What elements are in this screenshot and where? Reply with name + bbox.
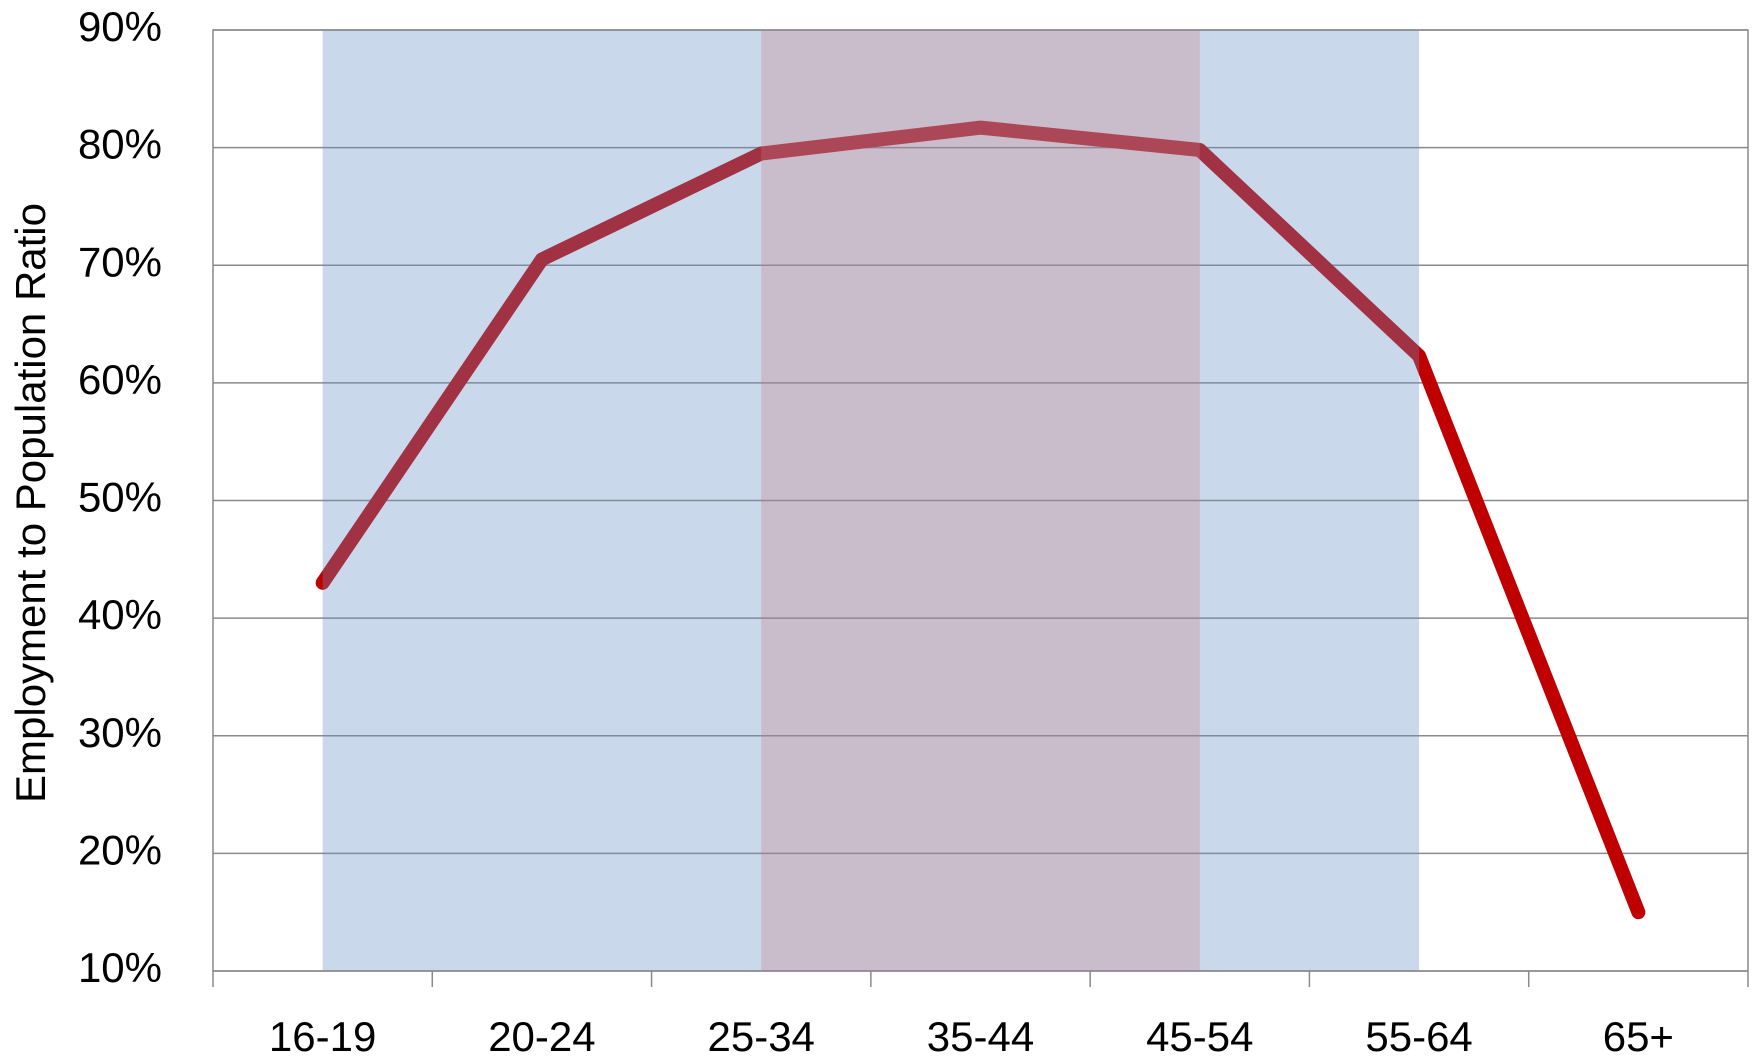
y-tick-label: 70%	[78, 238, 162, 285]
x-tick-label: 20-24	[488, 1013, 595, 1060]
x-tick-label: 65+	[1603, 1013, 1674, 1060]
x-tick-label: 16-19	[269, 1013, 376, 1060]
shade-band	[322, 30, 1420, 971]
line	[315, 120, 1646, 920]
shade-band-core	[761, 30, 1200, 971]
y-tick-label: 10%	[78, 944, 162, 991]
x-tick-label: 45-54	[1146, 1013, 1253, 1060]
y-tick-label: 30%	[78, 709, 162, 756]
y-tick-label: 60%	[78, 356, 162, 403]
x-tick-label: 35-44	[927, 1013, 1034, 1060]
x-tick-label: 55-64	[1365, 1013, 1472, 1060]
y-tick-label: 20%	[78, 826, 162, 873]
y-tick-label: 50%	[78, 474, 162, 521]
y-tick-label: 40%	[78, 591, 162, 638]
plot-frame	[212, 29, 1749, 972]
x-tick-label: 25-34	[708, 1013, 815, 1060]
y-tick-label: 80%	[78, 121, 162, 168]
y-tick-label: 90%	[78, 3, 162, 50]
y-axis-title: Employment to Population Ratio	[7, 203, 54, 803]
